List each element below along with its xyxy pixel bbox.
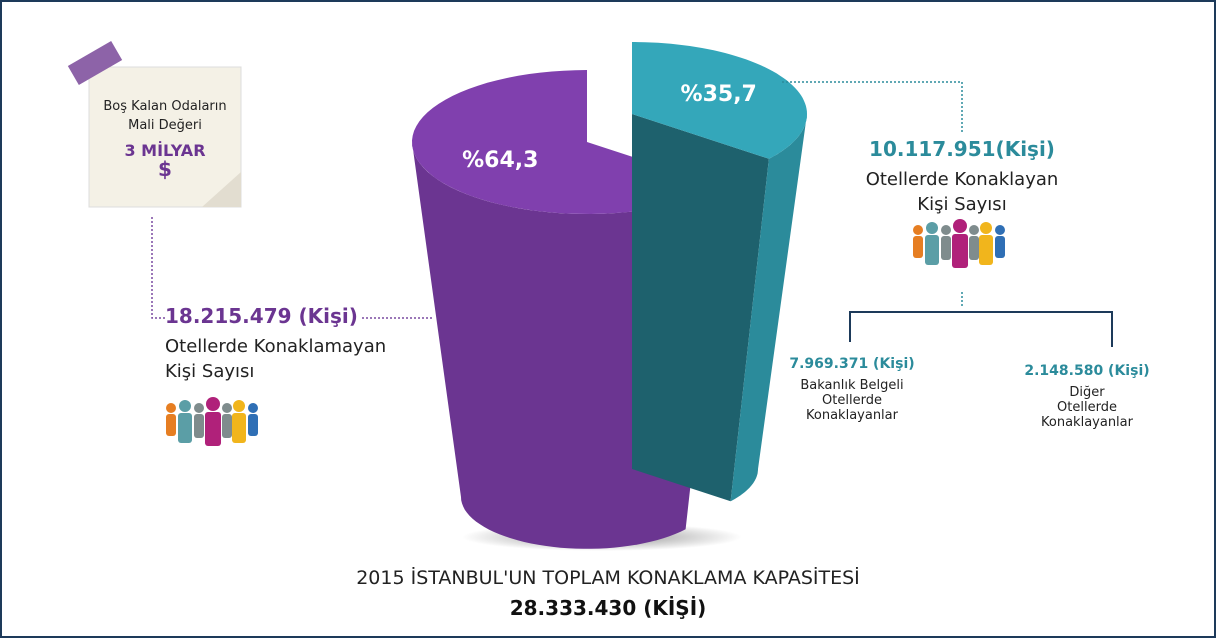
infographic: %64,3 %35,7 Boş Kalan Odaların Mali Değer… [0, 0, 1216, 638]
sub-label: 2.148.580 (Kişi) Diğer Otellerde Konakla… [1007, 364, 1167, 430]
total: 28.333.430 (KİŞİ) [2, 596, 1214, 620]
label-line: Konaklayanlar [772, 408, 932, 423]
left-value: 18.215.479 (Kişi) [165, 304, 358, 328]
value-label: %64,3 [462, 148, 538, 173]
label-line: Otellerde Konaklayan [842, 167, 1082, 192]
label-line: Konaklayanlar [1007, 415, 1167, 430]
label-line: Otellerde [1007, 400, 1167, 415]
connector [152, 217, 434, 318]
label-line: Bakanlık Belgeli [772, 378, 932, 393]
note-line: Boş Kalan Odaların [89, 97, 241, 116]
chart-title: 2015 İSTANBUL'UN TOPLAM KONAKLAMA KAPASİ… [2, 567, 1214, 589]
note-text: Boş Kalan Odaların Mali Değeri 3 MİLYAR … [89, 97, 241, 179]
note-unit: $ [89, 160, 241, 179]
label-line: Diğer [1007, 385, 1167, 400]
right-value: 10.117.951(Kişi) [842, 137, 1082, 161]
value-label: %35,7 [681, 82, 757, 107]
people-icon [913, 219, 1005, 268]
note-line: Mali Değeri [89, 116, 241, 135]
label-line: Kişi Sayısı [165, 359, 386, 384]
label-line: Kişi Sayısı [842, 192, 1082, 217]
sub-value: 2.148.580 (Kişi) [1007, 364, 1167, 379]
label-line: Otellerde Konaklamayan [165, 334, 386, 359]
sub-label: 7.969.371 (Kişi) Bakanlık Belgeli Otelle… [772, 357, 932, 423]
right-label: Otellerde Konaklayan Kişi Sayısı [842, 167, 1082, 217]
label-line: Otellerde [772, 393, 932, 408]
tree-line [850, 312, 1112, 347]
sub-value: 7.969.371 (Kişi) [772, 357, 932, 372]
pie: %64,3 %35,7 [412, 42, 807, 549]
left-label: Otellerde Konaklamayan Kişi Sayısı [165, 334, 386, 384]
people-icon [166, 397, 258, 446]
